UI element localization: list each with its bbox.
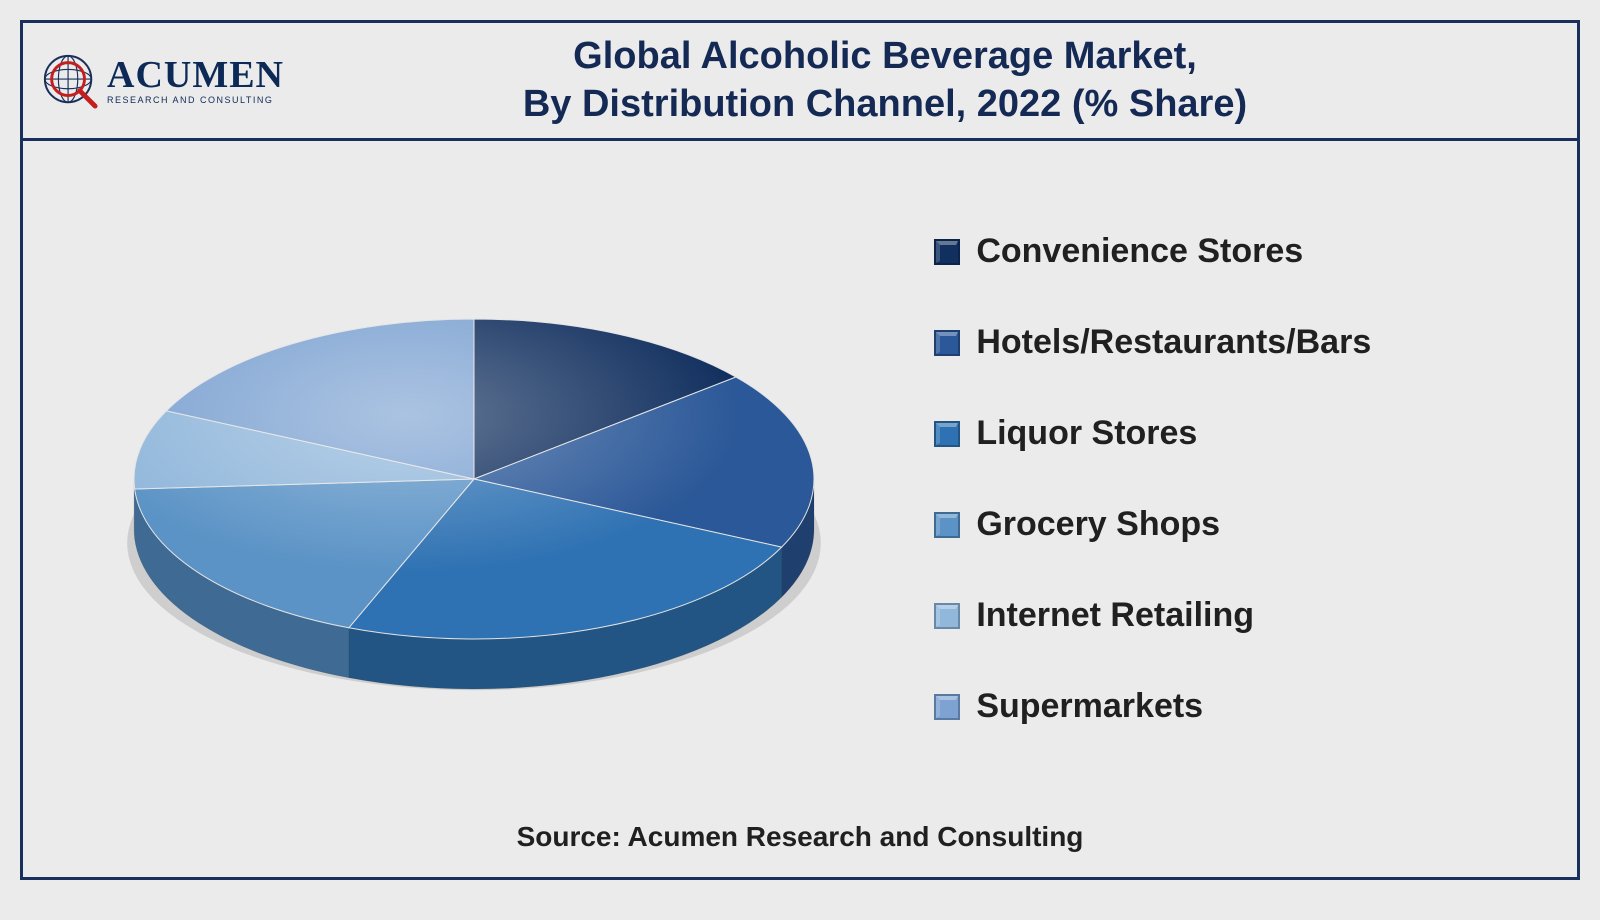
legend-label: Internet Retailing (976, 596, 1254, 635)
legend-label: Convenience Stores (976, 232, 1303, 271)
header-bar: ACUMEN RESEARCH AND CONSULTING Global Al… (23, 23, 1577, 141)
legend-swatch-icon (934, 421, 960, 447)
logo-sub-text: RESEARCH AND CONSULTING (107, 96, 284, 105)
logo-text: ACUMEN RESEARCH AND CONSULTING (107, 56, 284, 105)
globe-lens-icon (41, 52, 99, 110)
pie-chart (94, 249, 854, 769)
legend-item: Liquor Stores (934, 414, 1537, 453)
legend-label: Liquor Stores (976, 414, 1197, 453)
legend-swatch-icon (934, 603, 960, 629)
legend-swatch-icon (934, 512, 960, 538)
chart-title: Global Alcoholic Beverage Market, By Dis… (331, 33, 1559, 128)
title-line-2: By Distribution Channel, 2022 (% Share) (331, 81, 1439, 129)
source-text: Source: Acumen Research and Consulting (23, 821, 1577, 853)
legend-item: Internet Retailing (934, 596, 1537, 635)
legend-swatch-icon (934, 239, 960, 265)
legend-label: Supermarkets (976, 687, 1203, 726)
pie-chart-zone (23, 141, 924, 877)
legend-swatch-icon (934, 694, 960, 720)
chart-body: Convenience Stores Hotels/Restaurants/Bar… (23, 141, 1577, 877)
legend-item: Supermarkets (934, 687, 1537, 726)
legend-label: Grocery Shops (976, 505, 1220, 544)
legend-item: Grocery Shops (934, 505, 1537, 544)
logo-main-text: ACUMEN (107, 56, 284, 94)
company-logo: ACUMEN RESEARCH AND CONSULTING (41, 46, 311, 116)
legend-item: Convenience Stores (934, 232, 1537, 271)
legend-label: Hotels/Restaurants/Bars (976, 323, 1371, 362)
title-line-1: Global Alcoholic Beverage Market, (331, 33, 1439, 81)
chart-container: ACUMEN RESEARCH AND CONSULTING Global Al… (20, 20, 1580, 880)
legend-item: Hotels/Restaurants/Bars (934, 323, 1537, 362)
legend: Convenience Stores Hotels/Restaurants/Bar… (924, 141, 1577, 877)
legend-swatch-icon (934, 330, 960, 356)
